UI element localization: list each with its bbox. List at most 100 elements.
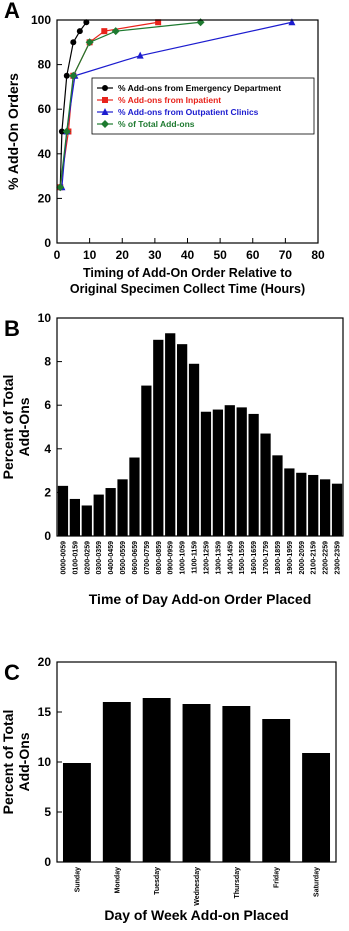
data-point — [288, 18, 296, 26]
bar — [331, 483, 343, 536]
y-tick-label: 4 — [44, 442, 51, 456]
y-tick-label: 10 — [38, 755, 52, 769]
bar — [57, 485, 69, 536]
y-tick-label: 0 — [44, 529, 51, 543]
legend-marker — [102, 97, 108, 103]
x-tick-label: 80 — [311, 248, 325, 262]
x-tick-label: 50 — [213, 248, 227, 262]
y-tick-label: 6 — [44, 398, 51, 412]
bar — [200, 411, 212, 536]
panel-label: C — [4, 660, 20, 685]
bar — [236, 407, 247, 536]
data-point — [63, 72, 70, 79]
y-tick-label: 8 — [44, 355, 51, 369]
data-point — [76, 28, 83, 35]
x-tick-label: 2300-2359 — [335, 541, 342, 575]
plot-frame — [56, 317, 344, 537]
legend-label: % of Total Add-ons — [118, 119, 195, 129]
data-point — [62, 127, 71, 136]
x-axis-title: Original Specimen Collect Time (Hours) — [70, 282, 305, 296]
y-tick-label: 60 — [38, 102, 52, 116]
series-line — [59, 21, 201, 188]
x-tick-label: 0900-0959 — [168, 541, 175, 575]
data-point — [85, 38, 94, 47]
x-tick-label: Thursday — [234, 867, 241, 899]
bar — [272, 455, 283, 536]
bar — [284, 468, 295, 536]
x-tick-label: 60 — [246, 248, 260, 262]
bar — [93, 494, 104, 536]
y-axis-title: Add-Ons — [16, 732, 32, 791]
x-tick-label: 1700-1759 — [263, 541, 270, 575]
panel-label: B — [4, 316, 20, 341]
bar — [212, 409, 223, 536]
y-axis-title: Percent of Total — [0, 710, 16, 815]
x-tick-label: Saturday — [314, 867, 321, 897]
x-tick-label: Monday — [114, 867, 121, 894]
x-axis-title: Time of Day Add-on Order Placed — [89, 591, 312, 607]
x-tick-label: 0400-0459 — [108, 541, 115, 575]
x-tick-label: 10 — [83, 248, 97, 262]
x-tick-label: Wednesday — [194, 867, 201, 906]
x-tick-label: 1400-1459 — [227, 541, 234, 575]
legend-marker — [101, 108, 109, 115]
legend-label: % Add-ons from Emergency Department — [118, 83, 281, 93]
bar — [142, 698, 171, 862]
y-tick-label: 0 — [44, 855, 51, 869]
bar — [296, 472, 307, 536]
x-tick-label: Sunday — [74, 867, 81, 892]
x-tick-label: 1000-1059 — [180, 541, 187, 575]
y-tick-label: 10 — [38, 311, 52, 325]
y-tick-label: 20 — [38, 191, 52, 205]
x-tick-label: 20 — [116, 248, 130, 262]
x-tick-label: 1300-1359 — [215, 541, 222, 575]
x-tick-label: 0500-0559 — [120, 541, 127, 575]
y-tick-label: 0 — [44, 236, 51, 250]
data-point — [56, 183, 65, 192]
data-point — [83, 19, 90, 26]
legend-marker — [101, 120, 109, 128]
x-tick-label: 1100-1159 — [192, 541, 199, 574]
x-tick-label: 0100-0159 — [72, 541, 79, 575]
y-axis-title: % Add-On Orders — [5, 73, 21, 190]
x-tick-label: 0200-0259 — [84, 541, 91, 575]
bar — [62, 763, 91, 862]
x-axis-title: Day of Week Add-on Placed — [104, 907, 288, 923]
x-tick-label: 2100-2159 — [311, 541, 318, 575]
bar — [153, 339, 164, 536]
panel-label: A — [4, 0, 20, 23]
x-axis-title: Timing of Add-On Order Relative to — [83, 266, 292, 280]
bar — [188, 363, 200, 536]
bar — [165, 333, 176, 536]
legend-marker — [102, 85, 108, 91]
bar — [177, 344, 188, 536]
bar — [224, 405, 235, 536]
x-tick-label: 1200-1259 — [203, 541, 210, 575]
bar — [129, 457, 140, 536]
x-tick-label: 1800-1859 — [275, 541, 282, 575]
bar — [81, 505, 92, 536]
legend-label: % Add-ons from Outpatient Clinics — [118, 107, 259, 117]
y-tick-label: 15 — [38, 705, 52, 719]
y-tick-label: 40 — [38, 147, 52, 161]
y-tick-label: 5 — [44, 805, 51, 819]
data-point — [101, 28, 108, 35]
x-tick-label: 0800-0859 — [156, 541, 163, 575]
x-tick-label: Friday — [274, 867, 281, 888]
y-tick-label: 100 — [31, 13, 51, 27]
y-tick-label: 2 — [44, 485, 51, 499]
x-tick-label: 1600-1659 — [251, 541, 258, 575]
bar — [182, 704, 211, 862]
data-point — [155, 19, 162, 26]
bar — [117, 479, 128, 536]
plot-frame — [56, 661, 337, 863]
data-point — [70, 39, 77, 46]
bar — [102, 702, 131, 862]
x-tick-label: 1900-1959 — [287, 541, 294, 575]
data-point — [111, 27, 120, 36]
y-tick-label: 20 — [38, 655, 52, 669]
bar — [302, 753, 331, 862]
x-tick-label: 40 — [181, 248, 195, 262]
